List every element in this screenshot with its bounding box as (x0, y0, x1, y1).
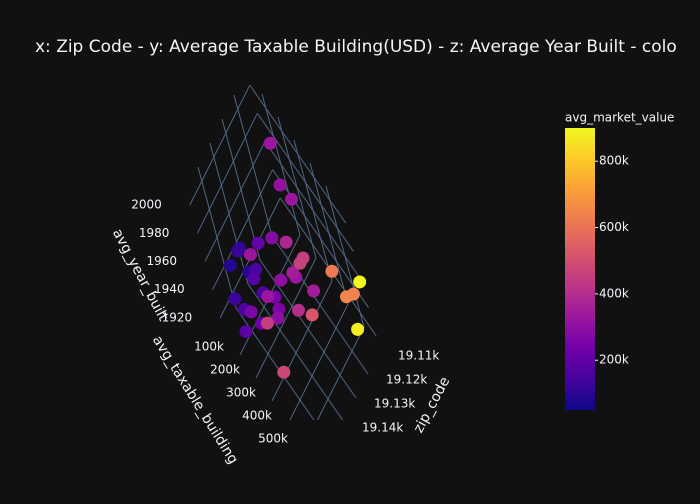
data-point (247, 272, 261, 286)
x-tick-label: 19.14k (362, 421, 403, 435)
z-tick-label: 1920 (162, 310, 193, 324)
grid-line (325, 185, 365, 328)
colorbar-tick-label: 800k (599, 154, 629, 168)
z-tick-label: 1980 (139, 226, 170, 240)
data-point (251, 236, 265, 250)
data-point (239, 325, 253, 339)
data-point (244, 305, 258, 319)
data-point (286, 266, 300, 280)
data-point (277, 365, 291, 379)
grid-line (277, 116, 317, 259)
y-tick-label: 300k (226, 386, 256, 400)
data-point (285, 192, 298, 206)
data-point (223, 258, 237, 272)
data-point (351, 322, 365, 336)
grid-line (289, 303, 349, 420)
data-point (279, 235, 293, 249)
y-tick-label: 200k (210, 363, 240, 377)
grid-line (271, 280, 333, 402)
x-tick-label: 19.11k (398, 349, 439, 363)
data-point (231, 244, 245, 258)
grid-line (196, 113, 258, 234)
z-tick-label: 1940 (154, 282, 185, 296)
x-tick-label: 19.12k (386, 373, 427, 387)
data-point (260, 316, 274, 330)
data-point (307, 284, 321, 298)
data-point (293, 256, 307, 270)
grid-line (204, 141, 266, 262)
chart-title: x: Zip Code - y: Average Taxable Buildin… (35, 37, 677, 57)
data-point (265, 231, 279, 245)
colorbar-gradient (565, 128, 595, 410)
data-point (263, 136, 277, 150)
grid-line (293, 139, 333, 282)
grid-line (261, 93, 301, 236)
data-point (346, 287, 360, 301)
grid-line (189, 84, 251, 206)
colorbar: 200k 400k 600k 800k (565, 128, 629, 410)
grid-line (316, 326, 365, 420)
z-axis-title: avg_year_built (109, 226, 171, 324)
grid-line (221, 118, 261, 261)
data-point (273, 178, 287, 192)
data-point (243, 248, 257, 262)
data-point (353, 275, 367, 289)
grid-line (197, 166, 237, 309)
x-tick-label: 19.13k (374, 397, 415, 411)
y-tick-label: 400k (242, 409, 272, 423)
grid-line (209, 142, 249, 285)
data-point (271, 311, 285, 325)
colorbar-tick-label: 200k (599, 353, 629, 367)
grid-line (233, 94, 273, 237)
z-tick-label: 2000 (131, 198, 162, 212)
data-point (292, 303, 305, 317)
scene (189, 84, 377, 420)
data-point (228, 292, 242, 306)
data-point (325, 264, 339, 278)
colorbar-title: avg_market_value (565, 111, 674, 125)
grid-line (212, 169, 274, 290)
colorbar-tick-label: 600k (599, 220, 629, 234)
grid-line (255, 257, 317, 379)
grid-line (271, 235, 369, 375)
data-point (261, 289, 275, 303)
data-point (274, 273, 288, 287)
grid-line (309, 162, 349, 305)
y-tick-label: 100k (194, 340, 224, 354)
data-point (305, 308, 319, 322)
colorbar-tick-label: 400k (599, 286, 629, 300)
z-tick-label: 1960 (146, 254, 177, 268)
grid-line (247, 283, 344, 420)
y-tick-label: 500k (258, 432, 288, 446)
